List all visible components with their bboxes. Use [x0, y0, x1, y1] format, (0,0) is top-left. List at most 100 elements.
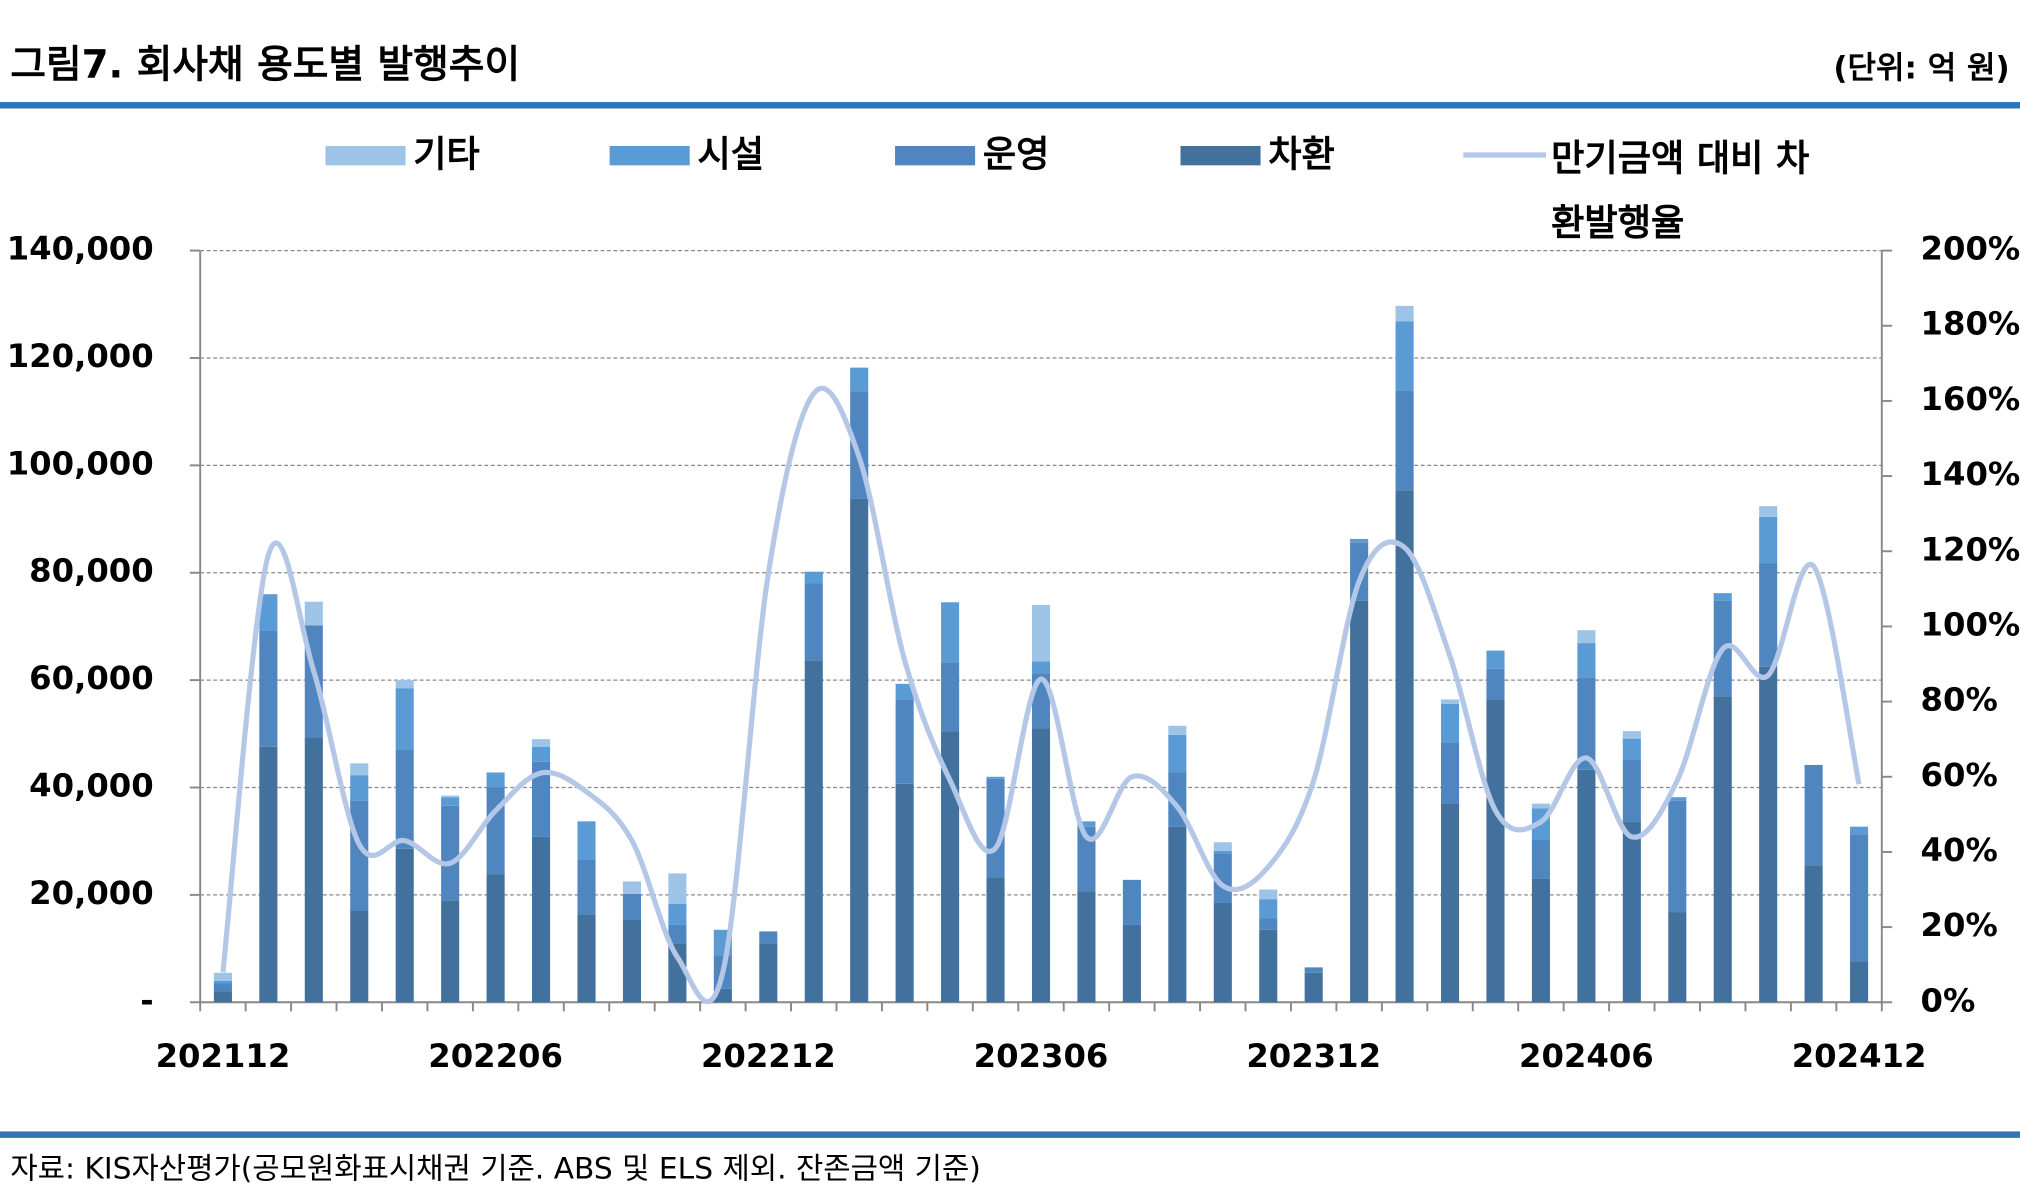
bar-segment	[1486, 699, 1505, 1003]
x-tick-label: 202112	[156, 1037, 291, 1075]
legend-swatch	[1180, 145, 1261, 166]
bar-segment	[1440, 742, 1460, 804]
bar-segment	[259, 746, 278, 1003]
bar-segment	[259, 630, 278, 747]
y-tick-label: 20,000	[29, 874, 154, 912]
y-tick-label: 80,000	[29, 552, 154, 590]
bar-segment	[1440, 699, 1460, 704]
bar-segment	[304, 601, 323, 626]
bar-segment	[1622, 759, 1641, 822]
y2-tick-label: 20%	[1921, 906, 1998, 944]
x-tick-label: 202406	[1519, 1037, 1654, 1075]
bar-segment	[350, 800, 369, 911]
bar-segment	[895, 683, 914, 700]
bar-segment	[1213, 850, 1232, 854]
bar-segment	[1168, 734, 1187, 773]
line-series	[220, 385, 1862, 1004]
source-note: 자료: KIS자산평가(공모원화표시채권 기준. ABS 및 ELS 제외. 잔…	[10, 1152, 981, 1187]
bar-segment	[1759, 666, 1778, 1003]
bar-segment	[1713, 696, 1732, 1003]
bar-segment	[1122, 879, 1141, 925]
bar-segment	[1531, 839, 1550, 879]
bar-segment	[1077, 891, 1096, 1003]
bar-segment	[986, 776, 1005, 779]
footer-rule	[0, 1131, 2020, 1138]
bar-segment	[1668, 800, 1687, 913]
bar-segment	[532, 836, 551, 1003]
bar-segment	[1395, 305, 1414, 322]
bar-segment	[668, 904, 687, 925]
bar-segment	[1759, 506, 1778, 517]
bar-segment	[1077, 826, 1096, 892]
bar-segment	[350, 775, 369, 801]
bar-segment	[1031, 604, 1051, 662]
bar-segment	[532, 746, 551, 762]
bar-segment	[1531, 803, 1550, 809]
bar-segment	[1577, 769, 1596, 1003]
bar-segment	[986, 877, 1005, 1003]
bar-segment	[1395, 321, 1414, 391]
legend-swatch	[609, 145, 690, 166]
bar-segment	[1395, 490, 1414, 1003]
y-tick-label: 100,000	[7, 444, 154, 482]
bar-segment	[577, 859, 596, 915]
bar-segment	[1259, 899, 1278, 919]
bar-segment	[1577, 643, 1596, 678]
x-tick-label: 202206	[428, 1037, 563, 1075]
bar-segment	[259, 594, 278, 631]
bar-segment	[1077, 821, 1096, 827]
bar-segment	[532, 739, 551, 747]
bar-segment	[1759, 516, 1778, 564]
bar-segment	[668, 873, 687, 905]
bar-segment	[668, 924, 687, 944]
y2-tick-label: 0%	[1921, 981, 1976, 1019]
bar-segment	[1668, 797, 1687, 801]
bar-segment	[895, 699, 914, 784]
bar-segment	[441, 795, 460, 798]
bar-segment	[622, 881, 641, 894]
y2-tick-label: 120%	[1921, 530, 2020, 568]
legend-swatch	[325, 145, 406, 166]
bar-segment	[622, 893, 641, 920]
bar-segment	[1486, 668, 1505, 700]
bar-segment	[850, 367, 869, 392]
bar-segment	[850, 498, 869, 1003]
bar-segment	[941, 662, 960, 732]
bar-segment	[804, 660, 823, 1003]
legend-label: 시설	[697, 132, 764, 175]
bar-segment	[804, 583, 823, 661]
bar-segment	[1350, 538, 1369, 543]
x-tick-label: 202312	[1246, 1037, 1381, 1075]
y-tick-label: 60,000	[29, 659, 154, 697]
y2-tick-label: 100%	[1921, 605, 2020, 643]
legend-label: 차환	[1268, 132, 1335, 175]
bar-segment	[1304, 967, 1323, 973]
bar-segment	[759, 931, 778, 944]
y2-tick-label: 40%	[1921, 831, 1998, 869]
bar-segment	[350, 910, 369, 1003]
bar-segment	[1713, 593, 1732, 601]
legend-label: 운영	[983, 132, 1050, 175]
chart-title: 그림7. 회사채 용도별 발행추이	[10, 43, 520, 88]
bar-segment	[213, 972, 232, 981]
bar-segment	[1804, 865, 1823, 1003]
bar-segment	[486, 874, 505, 1003]
y-tick-label: -	[140, 981, 153, 1019]
bar-segment	[668, 943, 687, 1003]
x-tick-label: 202306	[974, 1037, 1109, 1075]
bar-segment	[1213, 842, 1232, 851]
bar-segment	[213, 980, 232, 984]
unit-label: (단위: 억 원)	[1833, 50, 2009, 86]
bar-segment	[1395, 390, 1414, 491]
bar-segment	[895, 783, 914, 1003]
bar-segment	[1850, 834, 1869, 963]
bar-segment	[441, 900, 460, 1003]
bar-segment	[1622, 731, 1641, 739]
bar-segment	[304, 737, 323, 1003]
legend-label: 기타	[413, 132, 480, 175]
bar-segment	[1350, 600, 1369, 1003]
y2-tick-label: 200%	[1921, 230, 2020, 268]
bar-segment	[213, 991, 232, 1003]
bar-segment	[1031, 661, 1051, 674]
bar-segment	[1031, 728, 1051, 1003]
